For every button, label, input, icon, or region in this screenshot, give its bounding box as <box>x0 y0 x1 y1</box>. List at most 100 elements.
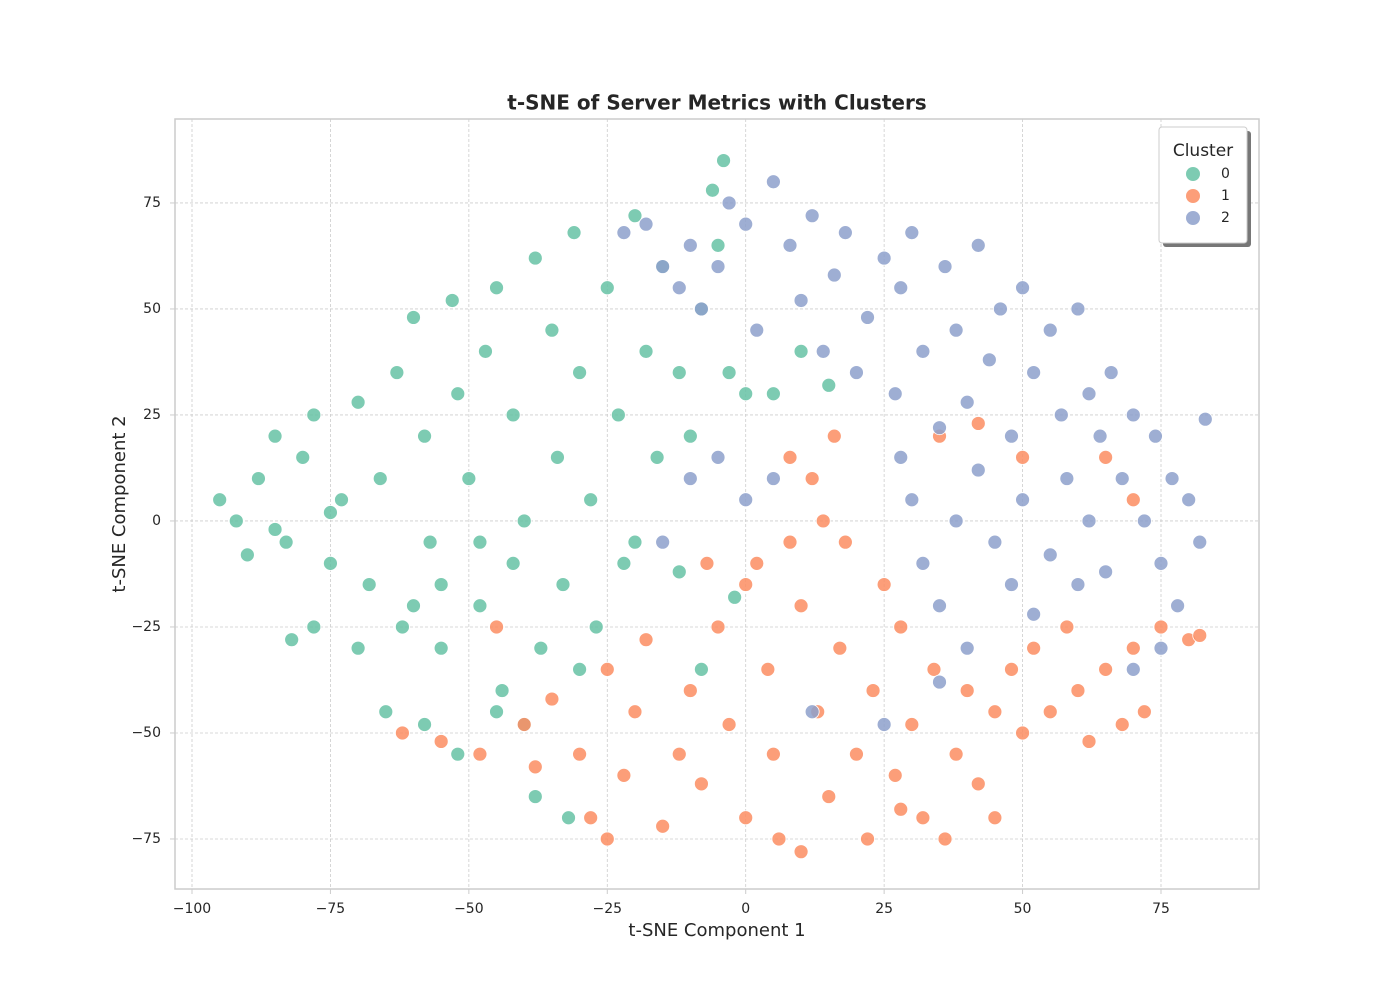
point <box>1192 628 1208 643</box>
legend: Cluster 0 1 2 <box>1158 126 1251 247</box>
point <box>893 801 909 817</box>
legend-label: 2 <box>1221 210 1230 226</box>
x-tick-label: 75 <box>1152 901 1170 917</box>
point <box>278 534 294 550</box>
point <box>527 759 543 775</box>
point <box>1181 492 1197 508</box>
x-tick-label: 0 <box>741 901 750 917</box>
point <box>721 195 737 211</box>
point <box>671 280 687 296</box>
x-tick-label: 25 <box>875 901 893 917</box>
point <box>765 746 781 762</box>
point <box>987 704 1003 720</box>
point <box>583 492 599 508</box>
point <box>450 386 466 402</box>
points <box>212 153 1213 860</box>
legend-label: 0 <box>1221 166 1230 182</box>
point <box>1015 492 1030 508</box>
point <box>981 352 997 368</box>
point <box>738 216 754 232</box>
point <box>422 534 438 550</box>
point <box>932 420 947 436</box>
point <box>682 428 698 444</box>
point <box>1015 725 1030 741</box>
point <box>832 640 848 656</box>
point <box>771 831 787 847</box>
point <box>932 598 947 614</box>
point <box>876 250 892 266</box>
point <box>893 619 909 635</box>
point <box>433 734 449 749</box>
point <box>533 640 549 656</box>
point <box>267 522 283 537</box>
point <box>1042 322 1058 338</box>
point <box>904 492 920 508</box>
y-tick-label: 0 <box>152 513 161 529</box>
point <box>1114 717 1130 732</box>
point <box>671 564 687 580</box>
point <box>489 704 504 720</box>
point <box>1153 640 1169 656</box>
point <box>987 810 1003 826</box>
point <box>993 301 1008 317</box>
point <box>826 267 842 283</box>
chart-title: t-SNE of Server Metrics with Clusters <box>507 91 926 115</box>
point <box>804 704 820 720</box>
point <box>1170 598 1186 614</box>
point <box>970 776 986 792</box>
point <box>937 831 953 847</box>
point <box>228 513 244 529</box>
point <box>406 310 421 325</box>
point <box>1125 640 1141 656</box>
point <box>876 717 892 732</box>
point <box>516 513 532 529</box>
point <box>361 577 377 592</box>
point <box>239 547 255 563</box>
point <box>970 462 986 478</box>
point <box>705 182 720 198</box>
point <box>710 619 726 635</box>
point <box>694 776 709 792</box>
point <box>865 683 881 698</box>
point <box>887 386 903 402</box>
y-tick-label: 25 <box>143 407 161 423</box>
point <box>1153 555 1169 571</box>
point <box>1125 492 1141 508</box>
point <box>904 717 920 732</box>
point <box>489 280 504 296</box>
point <box>682 471 698 486</box>
point <box>1136 704 1152 720</box>
point <box>472 598 488 614</box>
point <box>710 449 726 465</box>
point <box>1192 534 1208 550</box>
point <box>588 619 604 635</box>
point <box>544 322 560 338</box>
point <box>1015 449 1030 465</box>
point <box>461 471 477 486</box>
point <box>1153 619 1169 635</box>
point <box>893 280 909 296</box>
point <box>1125 407 1141 423</box>
point <box>1114 471 1130 486</box>
point <box>948 322 964 338</box>
point <box>765 471 781 486</box>
point <box>649 449 665 465</box>
point <box>527 789 543 804</box>
point <box>749 322 765 338</box>
point <box>1042 547 1058 563</box>
point <box>1081 513 1097 529</box>
point <box>793 598 809 614</box>
point <box>527 250 543 266</box>
point <box>682 237 698 253</box>
point <box>395 725 410 741</box>
point <box>433 640 449 656</box>
point <box>638 216 654 232</box>
x-tick-label: −75 <box>316 901 346 917</box>
point <box>417 717 432 732</box>
point <box>372 471 388 486</box>
point <box>306 407 322 423</box>
point <box>566 225 582 241</box>
x-axis-label: t-SNE Component 1 <box>628 920 805 941</box>
point <box>694 301 709 317</box>
point <box>727 589 743 605</box>
